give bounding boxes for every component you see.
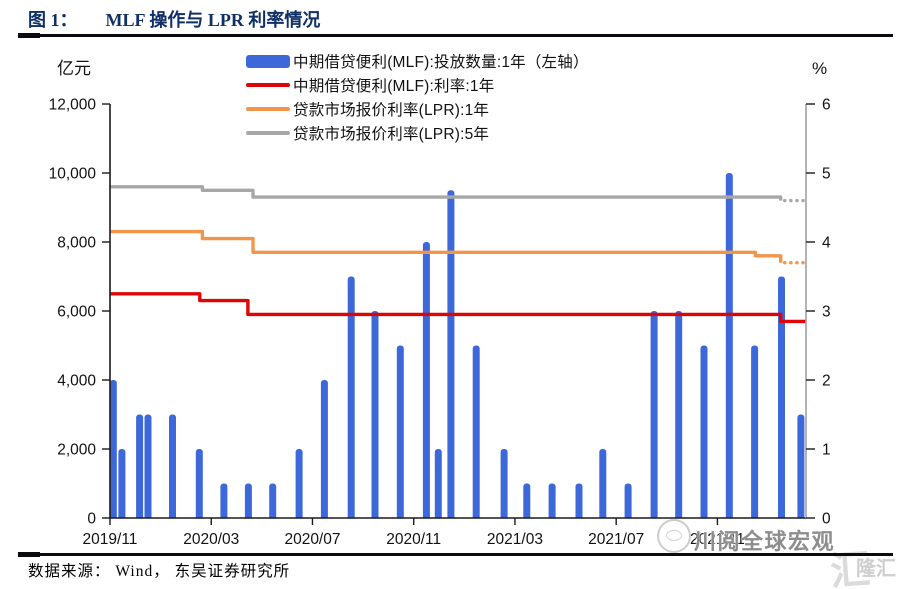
legend-item-lpr-5y: 贷款市场报价利率(LPR):5年 bbox=[246, 121, 589, 145]
mlf-volume-bar bbox=[751, 345, 759, 518]
legend-item-lpr-1y: 贷款市场报价利率(LPR):1年 bbox=[246, 97, 589, 121]
x-axis-tick-label: 2020/03 bbox=[183, 531, 239, 548]
mlf-volume-bar bbox=[472, 345, 480, 518]
mlf-volume-bar bbox=[797, 414, 805, 518]
data-source-note: 数据来源： Wind， 东吴证券研究所 bbox=[28, 563, 291, 580]
mlf-volume-bar bbox=[244, 483, 252, 518]
right-axis-tick-label: 2 bbox=[822, 373, 831, 390]
legend-label: 贷款市场报价利率(LPR):1年 bbox=[293, 102, 490, 119]
mlf-volume-bar bbox=[371, 311, 379, 518]
right-axis-tick-label: 3 bbox=[822, 304, 831, 321]
legend-item-mlf-rate: 中期借贷便利(MLF):利率:1年 bbox=[246, 73, 589, 97]
watermark-corner: 汇 隆汇 bbox=[826, 534, 908, 589]
mlf-volume-bar bbox=[136, 414, 144, 518]
legend-item-mlf-volume: 中期借贷便利(MLF):投放数量:1年（左轴） bbox=[246, 49, 589, 73]
left-axis-tick-label: 6,000 bbox=[57, 304, 96, 321]
rule-left-stub bbox=[18, 551, 40, 557]
figure-title: MLF 操作与 LPR 利率情况 bbox=[105, 10, 321, 30]
mlf-volume-bar bbox=[195, 449, 203, 518]
legend-label: 中期借贷便利(MLF):利率:1年 bbox=[293, 78, 495, 95]
mlf-volume-bar bbox=[144, 414, 152, 518]
watermark-corner-text: 隆汇 bbox=[856, 558, 896, 580]
watermark-text: 川阅全球宏观 bbox=[694, 529, 836, 554]
mlf-volume-bar bbox=[624, 483, 632, 518]
right-axis-tick-label: 5 bbox=[822, 166, 831, 183]
left-axis-tick-label: 2,000 bbox=[57, 442, 96, 459]
left-axis-tick-label: 8,000 bbox=[57, 235, 96, 252]
mlf-volume-bar bbox=[396, 345, 404, 518]
mlf-volume-bar bbox=[434, 449, 442, 518]
left-axis-tick-label: 10,000 bbox=[49, 166, 97, 183]
mlf-volume-bar bbox=[320, 380, 328, 518]
mlf-volume-bar bbox=[447, 190, 455, 518]
x-axis-ticks: 2019/11 2020/03 2020/07 2020/11 2021/03 2021/… bbox=[83, 518, 745, 548]
mlf-volume-bar bbox=[700, 345, 708, 518]
mlf-rate-line bbox=[110, 292, 806, 324]
chart-legend: 中期借贷便利(MLF):投放数量:1年（左轴） 中期借贷便利(MLF):利率:1… bbox=[246, 49, 589, 145]
left-axis-tick-label: 0 bbox=[87, 511, 96, 528]
lpr-5y-swatch-icon bbox=[246, 130, 290, 136]
x-axis-tick-label: 2019/11 bbox=[83, 531, 138, 548]
lpr-1y-line bbox=[110, 229, 783, 263]
mlf-volume-bar bbox=[422, 242, 430, 518]
left-axis-tick-label: 12,000 bbox=[49, 97, 97, 114]
mlf-volume-bar bbox=[778, 276, 785, 518]
figure-title-row: 图 1： MLF 操作与 LPR 利率情况 bbox=[28, 6, 320, 32]
mlf-rate-swatch-icon bbox=[246, 82, 290, 88]
x-axis-tick-label: 2021/03 bbox=[487, 531, 543, 548]
legend-label: 贷款市场报价利率(LPR):5年 bbox=[293, 126, 490, 143]
right-axis-tick-label: 4 bbox=[822, 235, 831, 252]
mlf-volume-swatch-icon bbox=[246, 54, 290, 68]
right-axis-ticks: 0 1 2 3 4 5 6 bbox=[806, 97, 831, 528]
mlf-volume-bar bbox=[295, 449, 303, 518]
mlf-volume-bars bbox=[109, 173, 805, 518]
x-axis-tick-label: 2020/11 bbox=[386, 531, 441, 548]
lpr-5y-line bbox=[110, 185, 783, 201]
rule-left-stub bbox=[18, 32, 40, 38]
mlf-volume-bar bbox=[650, 311, 658, 518]
x-axis-tick-label: 2021/11 bbox=[690, 531, 745, 548]
mlf-volume-bar bbox=[220, 483, 228, 518]
watermark-logo-icon bbox=[657, 519, 691, 553]
left-axis-tick-label: 4,000 bbox=[57, 373, 96, 390]
lpr-1y-swatch-icon bbox=[246, 106, 290, 112]
left-axis-ticks: 0 2,000 4,000 6,000 8,000 10,000 12,000 bbox=[49, 97, 110, 528]
footer-divider-rule bbox=[18, 551, 893, 557]
mlf-volume-bar bbox=[118, 449, 126, 518]
left-axis-unit-label: 亿元 bbox=[57, 59, 91, 78]
right-axis-tick-label: 0 bbox=[822, 511, 831, 528]
mlf-volume-bar bbox=[548, 483, 556, 518]
mlf-volume-bar bbox=[675, 311, 683, 518]
right-axis-unit-label: % bbox=[812, 59, 827, 78]
mlf-volume-bar bbox=[269, 483, 277, 518]
mlf-volume-bar bbox=[109, 380, 117, 518]
mlf-volume-bar bbox=[523, 483, 531, 518]
mlf-volume-bar bbox=[725, 173, 733, 518]
right-axis-tick-label: 1 bbox=[822, 442, 831, 459]
right-axis-tick-label: 6 bbox=[822, 97, 831, 114]
mlf-volume-bar bbox=[599, 449, 607, 518]
x-axis-tick-label: 2021/07 bbox=[588, 531, 644, 548]
mlf-volume-bar bbox=[169, 414, 176, 518]
figure-number-label: 图 1： bbox=[28, 10, 78, 30]
mlf-volume-bar bbox=[575, 483, 583, 518]
mlf-volume-bar bbox=[500, 449, 508, 518]
legend-label: 中期借贷便利(MLF):投放数量:1年（左轴） bbox=[293, 54, 589, 71]
title-divider-rule bbox=[18, 32, 893, 38]
mlf-volume-bar bbox=[347, 276, 355, 518]
x-axis-tick-label: 2020/07 bbox=[284, 531, 340, 548]
